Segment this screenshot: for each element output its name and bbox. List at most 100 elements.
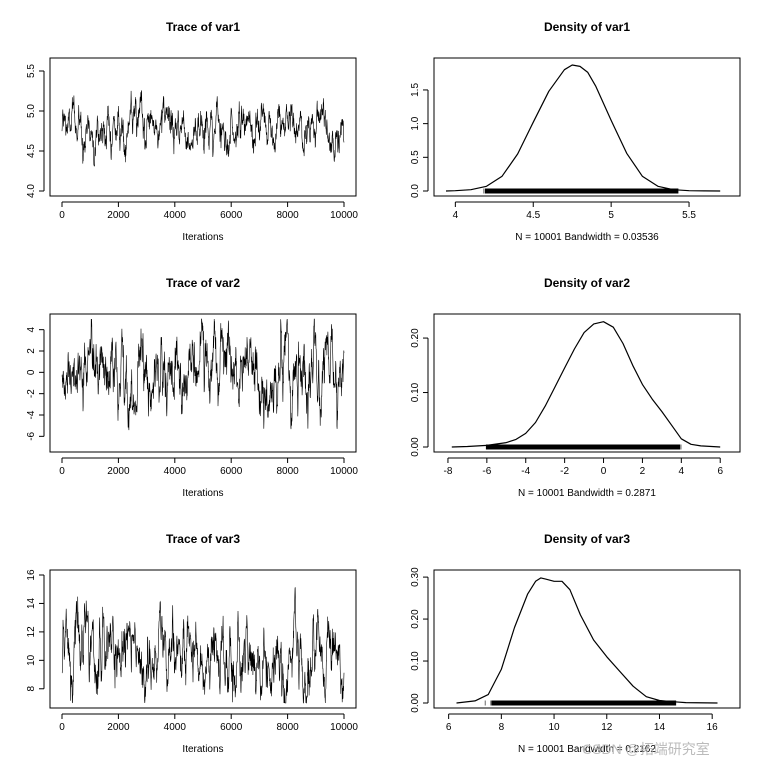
y-tick-label: 12 (26, 626, 37, 638)
plot-frame (49, 313, 357, 453)
x-tick-label: -4 (521, 466, 530, 477)
x-tick-label: 4 (453, 210, 459, 221)
y-tick-label: 4.0 (26, 184, 37, 198)
y-tick-label: 0 (26, 369, 37, 375)
y-tick-label: 14 (26, 597, 37, 609)
y-tick-label: 10 (26, 654, 37, 666)
x-tick-label: 6000 (220, 210, 243, 221)
y-axis: 0.00 0.10 0.20 0.30 (410, 567, 429, 713)
x-axis: 0 2000 4000 6000 8000 10000 (59, 201, 358, 221)
density-curve (451, 321, 721, 448)
panel-title: Density of var3 (544, 532, 630, 546)
x-tick-label: 6000 (220, 722, 243, 733)
y-tick-label: 0.5 (410, 150, 421, 164)
y-tick-label: 4 (26, 326, 37, 332)
x-tick-label: 8000 (276, 210, 299, 221)
x-tick-label: 4000 (164, 722, 187, 733)
x-axis-label: Iterations (182, 744, 223, 755)
rug-marks (485, 444, 682, 450)
x-axis: 0 2000 4000 6000 8000 10000 (59, 457, 358, 477)
y-tick-label: 0.00 (410, 437, 421, 457)
x-tick-label: 6000 (220, 466, 243, 477)
y-tick-label: 0.10 (410, 382, 421, 402)
y-axis: 0.00 0.10 0.20 (410, 328, 429, 457)
trace-series-var2 (61, 318, 345, 431)
y-tick-label: 4.5 (26, 144, 37, 158)
y-tick-label: 0.30 (410, 567, 421, 587)
rug-dense-band (485, 444, 681, 450)
x-tick-label: 2000 (107, 210, 130, 221)
x-tick-label: 5.5 (682, 210, 696, 221)
panel-density-3: Density of var3 6 8 10 12 14 16 0.00 0.10 0.20 0.3… (410, 532, 741, 755)
x-axis: 4 4.5 5 5.5 (453, 201, 696, 221)
y-tick-label: 1.0 (410, 116, 421, 130)
x-axis-label: N = 10001 Bandwidth = 0.2871 (518, 488, 656, 499)
y-axis: 4.0 4.5 5.0 5.5 (26, 64, 45, 198)
plot-frame (433, 57, 741, 197)
x-tick-label: -2 (560, 466, 569, 477)
trace-series-var3 (61, 587, 345, 704)
panel-density-1: Density of var1 4 4.5 5 5.5 0.0 0.5 1.0 1.5 N = 1… (410, 20, 741, 243)
x-tick-label: -8 (443, 466, 452, 477)
y-tick-label: 2 (26, 348, 37, 354)
y-tick-label: -2 (26, 389, 37, 398)
x-tick-label: 2 (640, 466, 646, 477)
y-tick-label: 0.20 (410, 609, 421, 629)
panel-title: Trace of var2 (166, 276, 240, 290)
x-tick-label: 4000 (164, 210, 187, 221)
panel-title: Density of var2 (544, 276, 630, 290)
rug-dense-band (484, 188, 679, 194)
y-tick-label: 5.5 (26, 64, 37, 78)
panel-density-2: Density of var2 -8 -6 -4 -2 0 2 4 6 0.00 0.10 0.20 N… (410, 276, 741, 499)
x-axis-label: Iterations (182, 488, 223, 499)
panel-title: Density of var1 (544, 20, 630, 34)
x-tick-label: 6 (717, 466, 723, 477)
y-tick-label: 0.10 (410, 651, 421, 671)
x-tick-label: 0 (59, 722, 65, 733)
y-tick-label: -4 (26, 410, 37, 419)
y-axis: 8 10 12 14 16 (26, 569, 45, 692)
y-tick-label: 16 (26, 569, 37, 581)
x-tick-label: 0 (59, 210, 65, 221)
x-tick-label: 2000 (107, 722, 130, 733)
x-tick-label: 10 (548, 722, 560, 733)
rug-marks (483, 188, 679, 194)
y-tick-label: 5.0 (26, 104, 37, 118)
x-tick-label: 0 (59, 466, 65, 477)
density-curve (456, 577, 718, 704)
x-tick-label: 8 (499, 722, 505, 733)
x-tick-label: 5 (608, 210, 614, 221)
x-tick-label: 8000 (276, 466, 299, 477)
x-tick-label: 16 (707, 722, 719, 733)
plot-frame (433, 569, 741, 709)
panel-title: Trace of var3 (166, 532, 240, 546)
density-curve (445, 64, 721, 192)
plot-frame (49, 569, 357, 709)
y-tick-label: 8 (26, 686, 37, 692)
x-tick-label: 8000 (276, 722, 299, 733)
y-tick-label: 1.5 (410, 83, 421, 97)
rug-marks (484, 700, 677, 706)
y-tick-label: 0.20 (410, 328, 421, 348)
y-tick-label: 0.00 (410, 693, 421, 713)
y-tick-label: 0.0 (410, 184, 421, 198)
x-tick-label: 4.5 (526, 210, 540, 221)
y-axis: 0.0 0.5 1.0 1.5 (410, 83, 429, 198)
x-tick-label: -6 (482, 466, 491, 477)
x-tick-label: 6 (446, 722, 452, 733)
plot-frame (433, 313, 741, 453)
x-tick-label: 10000 (330, 722, 358, 733)
watermark-text: CSDN @拓端研究室 (582, 741, 710, 757)
x-tick-label: 10000 (330, 210, 358, 221)
x-tick-label: 10000 (330, 466, 358, 477)
x-axis: 6 8 10 12 14 16 (446, 713, 719, 733)
y-axis: -6 -4 -2 0 2 4 (26, 326, 45, 441)
y-tick-label: -6 (26, 431, 37, 440)
x-axis: 0 2000 4000 6000 8000 10000 (59, 713, 358, 733)
x-tick-label: 14 (654, 722, 666, 733)
x-tick-label: 2000 (107, 466, 130, 477)
plot-frame (49, 57, 357, 197)
